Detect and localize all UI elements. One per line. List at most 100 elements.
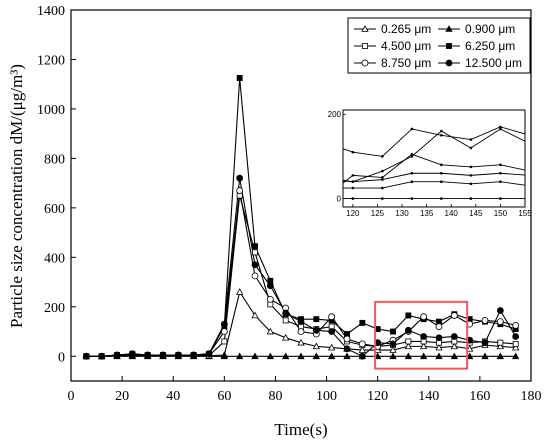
data-point	[313, 316, 320, 323]
data-point	[358, 340, 366, 348]
inset-series-line	[343, 153, 525, 184]
x-tick-label: 20	[115, 389, 129, 404]
x-tick-label: 160	[469, 389, 490, 404]
inset-data-point	[469, 174, 473, 177]
legend-marker	[445, 25, 453, 32]
data-point	[358, 352, 366, 360]
inset-y-tick-label: 0	[337, 195, 342, 204]
inset-data-point	[469, 165, 473, 169]
legend-marker	[446, 43, 452, 49]
inset-series-line	[343, 181, 525, 189]
inset-frame	[342, 109, 526, 208]
inset-data-point	[440, 197, 443, 200]
inset-data-point	[351, 197, 355, 200]
x-tick-label: 0	[68, 389, 75, 404]
inset-data-point	[410, 152, 414, 156]
inset-x-tick-label: 120	[346, 209, 360, 218]
legend-marker	[445, 59, 453, 67]
data-point	[404, 342, 413, 350]
inset-x-tick-label: 135	[420, 209, 434, 218]
data-point	[450, 342, 459, 350]
y-tick-label: 200	[44, 301, 65, 316]
legend-label: 6.250 μm	[465, 39, 515, 53]
data-point	[511, 352, 520, 360]
x-tick-label: 120	[367, 389, 388, 404]
data-point	[297, 352, 305, 360]
data-point	[312, 326, 320, 334]
data-point	[252, 243, 258, 250]
inset-data-point	[410, 197, 414, 200]
data-point	[312, 352, 321, 360]
data-point	[82, 352, 90, 360]
data-point	[221, 338, 228, 345]
data-point	[251, 352, 259, 360]
data-point	[511, 343, 520, 351]
data-point	[327, 352, 336, 360]
data-point	[236, 75, 243, 81]
y-tick-label: 0	[58, 350, 65, 365]
highlight-box	[374, 300, 469, 370]
y-tick-label: 800	[44, 152, 65, 167]
y-tick-label: 1200	[37, 53, 65, 68]
inset-data-point	[381, 186, 384, 190]
x-axis-title: Time(s)	[274, 420, 327, 439]
inset-series-line	[343, 126, 525, 157]
data-point	[496, 307, 504, 314]
inset-x-tick-label: 125	[371, 209, 385, 218]
data-point	[297, 318, 305, 326]
data-point	[174, 351, 182, 359]
data-point	[220, 328, 228, 335]
inset-data-point	[410, 155, 414, 158]
inset-data-point	[381, 178, 384, 181]
data-point	[235, 288, 244, 295]
x-tick-label: 40	[166, 389, 180, 404]
data-point	[435, 323, 443, 330]
inset-data-point	[381, 197, 384, 200]
data-point	[419, 352, 428, 360]
data-point	[235, 352, 244, 360]
data-point	[251, 261, 259, 269]
data-point	[266, 327, 275, 335]
inset-data-point	[440, 134, 443, 137]
data-point	[359, 319, 366, 326]
data-point	[481, 352, 489, 360]
data-point	[465, 345, 474, 352]
inset-data-point	[351, 150, 355, 154]
data-point	[404, 352, 413, 360]
data-point	[389, 352, 397, 360]
legend-label: 12.500 μm	[465, 56, 522, 70]
data-point	[251, 311, 259, 319]
legend-marker	[361, 59, 369, 67]
data-point	[496, 318, 504, 326]
inset-data-point	[469, 146, 473, 150]
inset-data-point	[410, 171, 414, 175]
data-point	[405, 312, 412, 319]
data-point	[297, 338, 305, 346]
data-point	[450, 333, 458, 340]
data-point	[281, 333, 290, 341]
data-point	[328, 328, 336, 335]
data-point	[328, 313, 336, 321]
data-point	[390, 328, 396, 335]
inset-x-tick-label: 145	[469, 209, 483, 218]
y-tick-label: 600	[44, 202, 65, 217]
data-point	[343, 335, 351, 343]
data-point	[113, 351, 121, 359]
data-point	[435, 352, 443, 360]
data-point	[159, 351, 167, 359]
x-tick-label: 180	[521, 389, 542, 404]
x-tick-label: 60	[217, 389, 231, 404]
inset-data-point	[381, 169, 384, 173]
data-point	[450, 352, 459, 360]
data-point	[343, 345, 351, 353]
legend-label: 4.500 μm	[381, 39, 431, 53]
data-point	[266, 352, 275, 360]
data-point	[190, 351, 198, 359]
inset-data-point	[499, 125, 502, 129]
y-tick-label: 400	[44, 251, 65, 266]
data-point	[512, 333, 520, 340]
series-markers	[82, 75, 520, 360]
inset-x-tick-label: 130	[395, 209, 409, 218]
data-point	[435, 343, 443, 351]
